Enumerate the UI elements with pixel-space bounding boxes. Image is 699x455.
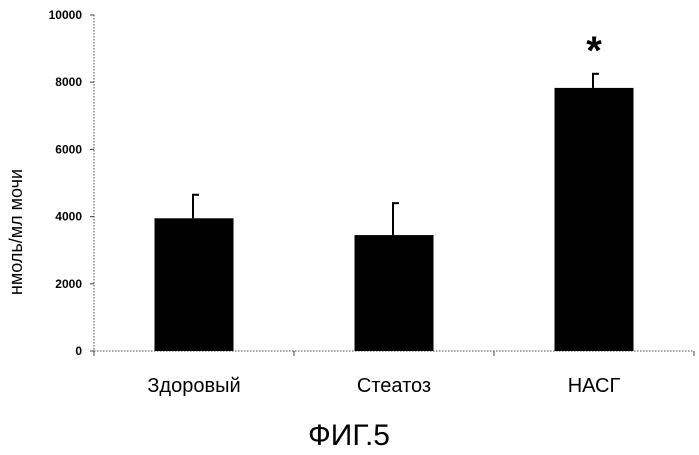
y-tick-label: 6000 — [55, 142, 82, 156]
y-tick-label: 0 — [75, 344, 82, 358]
significance-star: * — [586, 29, 602, 73]
category-label: Здоровый — [147, 375, 240, 397]
error-bars — [192, 74, 599, 235]
bar — [555, 88, 634, 351]
y-axis-ticks: 0 2000 4000 6000 8000 10000 — [49, 8, 94, 358]
figure-caption: ФИГ.5 — [308, 419, 390, 452]
bar — [155, 218, 234, 351]
y-tick-label: 10000 — [49, 8, 83, 22]
category-label: Стеатоз — [357, 375, 431, 397]
y-tick-label: 8000 — [55, 75, 82, 89]
y-tick-label: 4000 — [55, 210, 82, 224]
y-axis-title: нмоль/мл мочи — [6, 169, 26, 295]
bar — [355, 235, 434, 351]
category-label: НАСГ — [568, 375, 621, 397]
category-labels: Здоровый Стеатоз НАСГ — [147, 375, 620, 397]
annotations: * — [586, 29, 602, 73]
y-tick-label: 2000 — [55, 277, 82, 291]
